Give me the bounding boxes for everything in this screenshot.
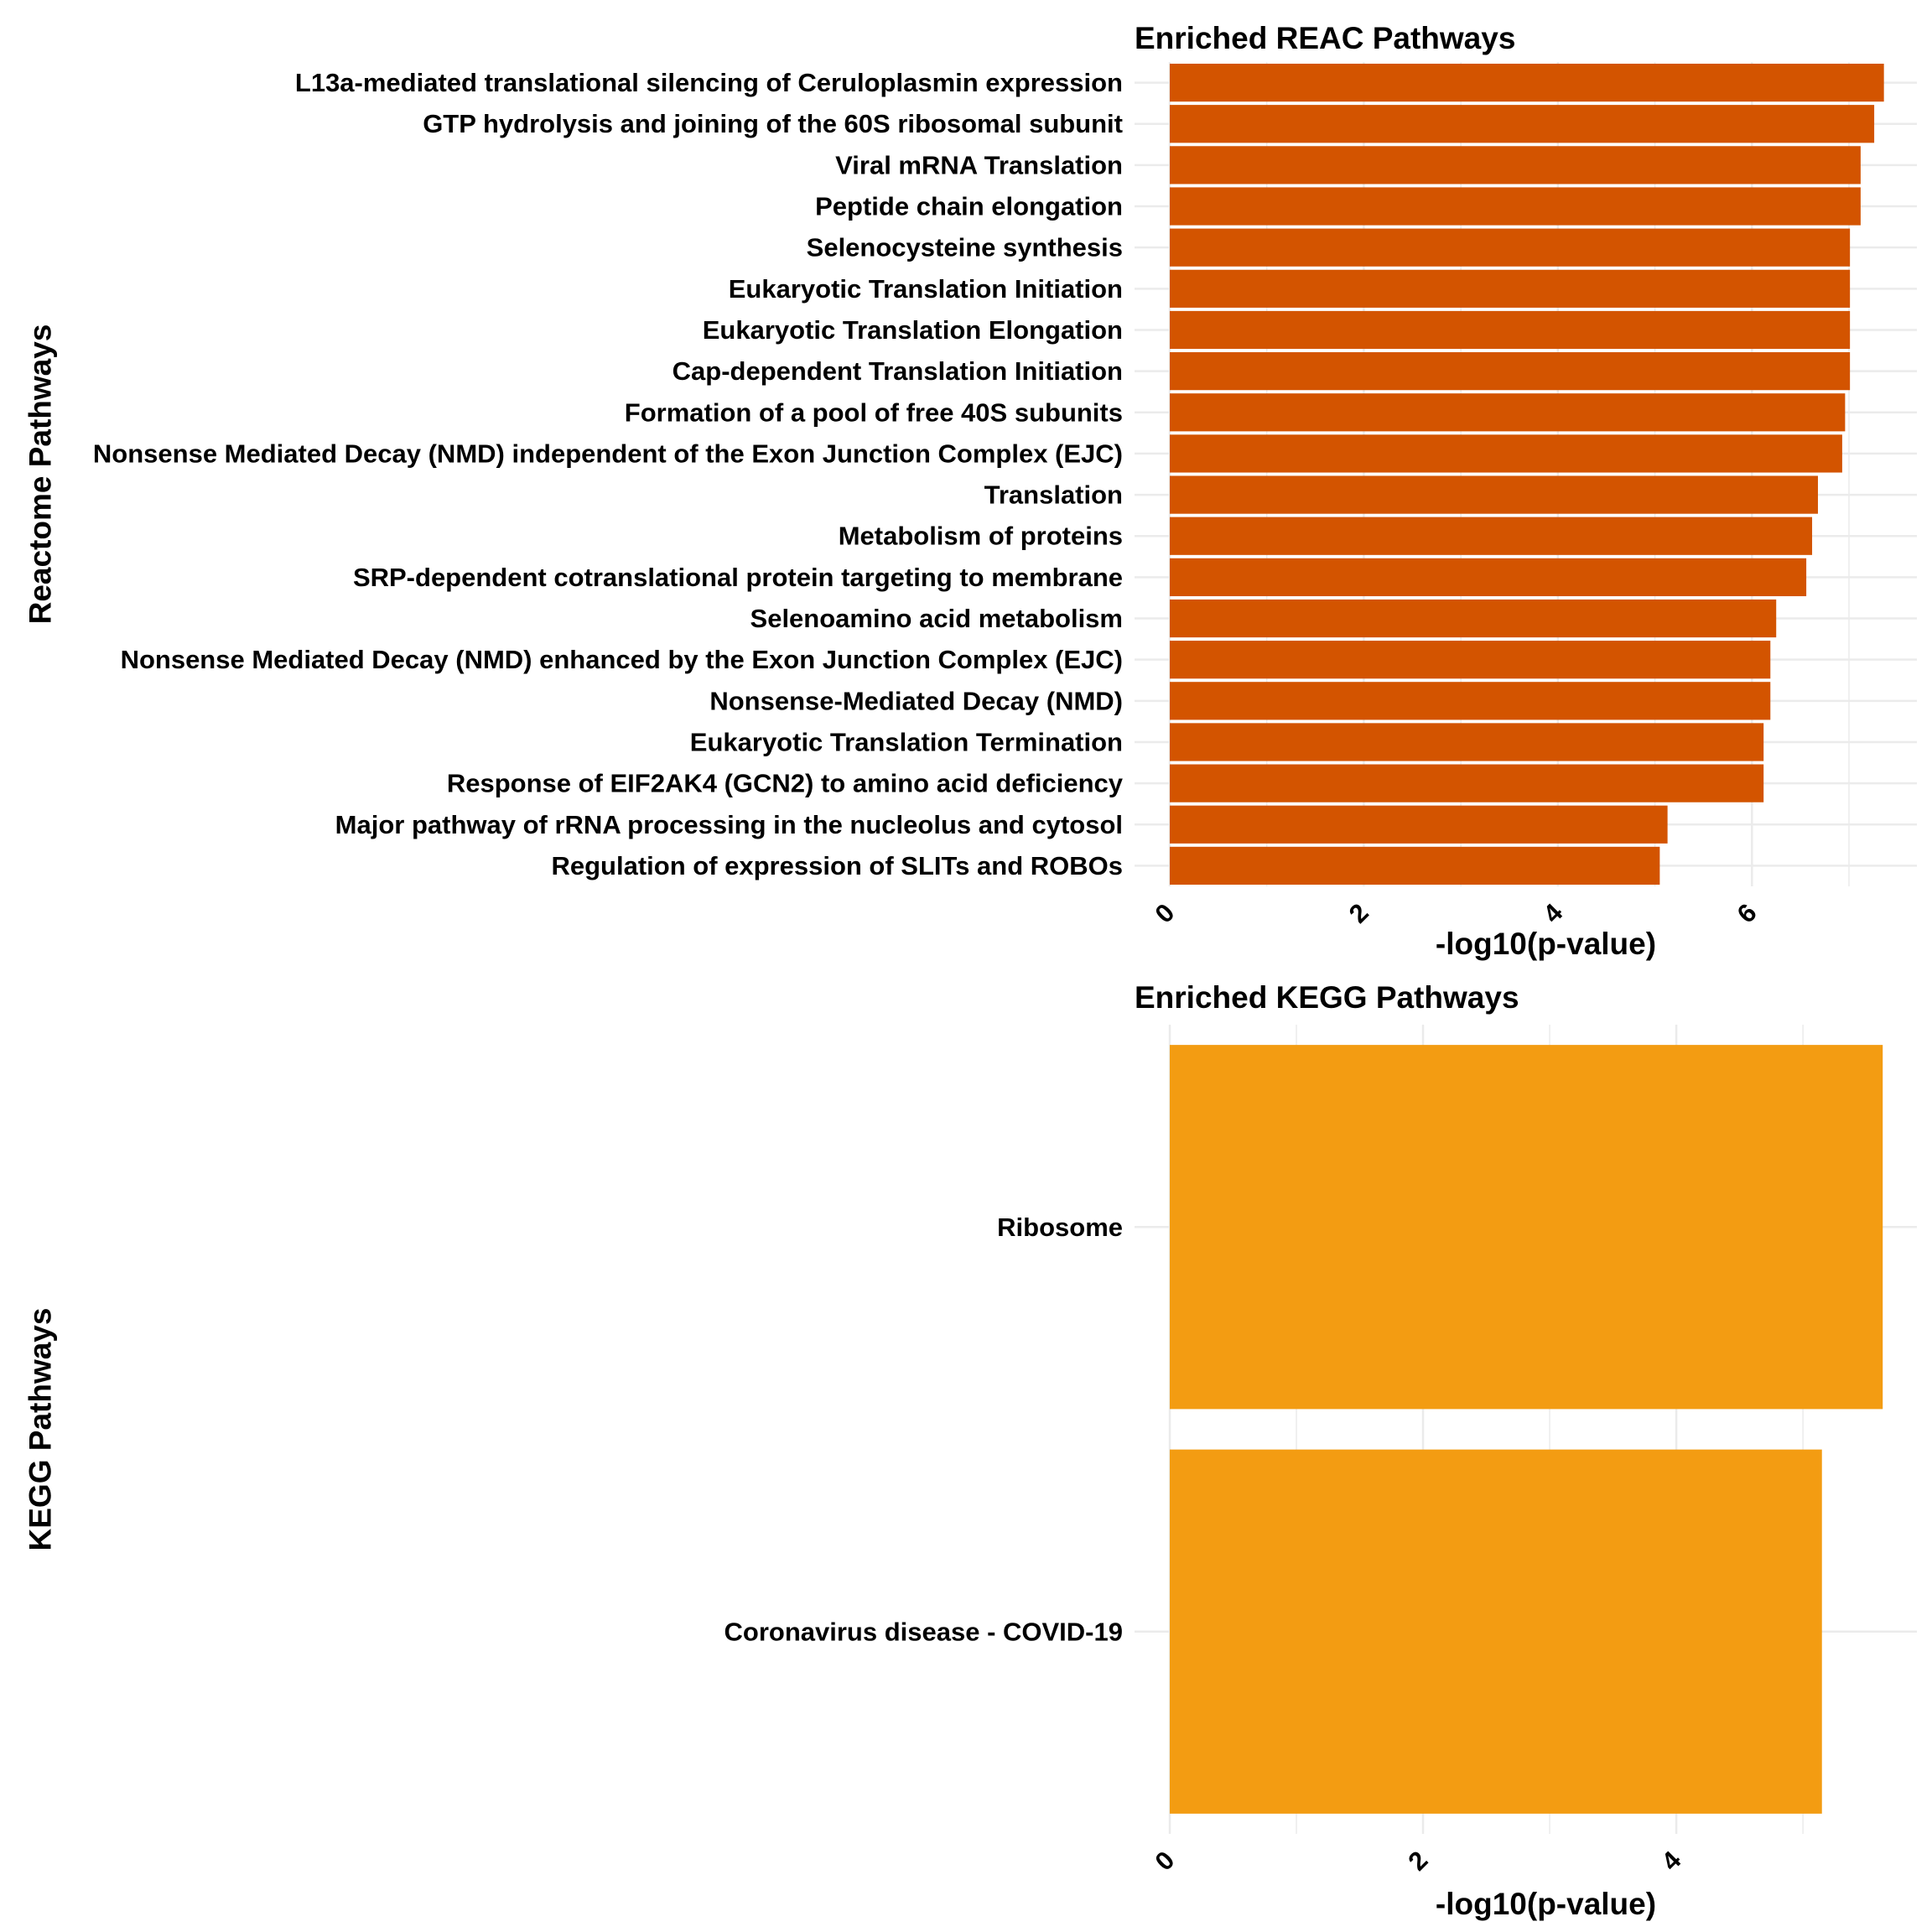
reac-bar (1170, 393, 1846, 432)
reac-category-label: Regulation of expression of SLITs and RO… (551, 851, 1123, 880)
reac-category-label: Viral mRNA Translation (835, 150, 1123, 179)
reac-bar (1170, 764, 1764, 802)
reac-category-label: L13a-mediated translational silencing of… (295, 68, 1123, 97)
reac-category-label: Response of EIF2AK4 (GCN2) to amino acid… (447, 769, 1124, 798)
kegg-bars (1170, 1045, 1883, 1814)
reac-category-labels: L13a-mediated translational silencing of… (93, 68, 1124, 880)
kegg-x-axis-title: -log10(p-value) (1436, 1887, 1656, 1921)
kegg-x-tick-labels: 0 2 4 (1149, 1845, 1687, 1876)
reac-category-label: Eukaryotic Translation Elongation (703, 315, 1123, 345)
reac-x-tick-label: 2 (1343, 898, 1374, 929)
reac-category-label: Nonsense Mediated Decay (NMD) independen… (93, 439, 1123, 468)
reac-category-label: Cap-dependent Translation Initiation (673, 356, 1123, 386)
kegg-x-tick-label: 0 (1149, 1846, 1180, 1877)
kegg-x-tick-label: 4 (1655, 1845, 1686, 1876)
reac-x-tick-labels: 0 2 4 6 (1149, 897, 1762, 928)
reac-bar (1170, 352, 1851, 391)
reactome-chart: L13a-mediated translational silencing of… (23, 21, 1917, 961)
kegg-chart-title: Enriched KEGG Pathways (1135, 980, 1519, 1015)
reac-bar (1170, 723, 1764, 761)
reac-bar (1170, 228, 1851, 267)
reac-bar (1170, 310, 1851, 350)
reac-category-label: Selenoamino acid metabolism (750, 604, 1123, 633)
reac-bar (1170, 187, 1861, 226)
reac-bar (1170, 599, 1777, 638)
reac-bar (1170, 63, 1884, 102)
reac-category-label: Eukaryotic Translation Initiation (729, 274, 1123, 304)
reac-y-axis-title: Reactome Pathways (23, 325, 58, 625)
reac-category-label: Nonsense Mediated Decay (NMD) enhanced b… (121, 645, 1123, 674)
reac-category-label: Translation (984, 480, 1123, 510)
reac-category-label: GTP hydrolysis and joining of the 60S ri… (423, 109, 1123, 138)
kegg-chart: Ribosome Coronavirus disease - COVID-19 0 2… (23, 980, 1917, 1921)
kegg-category-label: Ribosome (997, 1213, 1123, 1242)
reac-bar (1170, 475, 1818, 514)
reac-category-label: Major pathway of rRNA processing in the … (335, 810, 1123, 839)
reac-x-tick-label: 4 (1537, 897, 1568, 928)
reac-bar (1170, 269, 1851, 308)
kegg-x-tick-label: 2 (1402, 1846, 1433, 1877)
kegg-bar (1170, 1045, 1883, 1410)
kegg-category-label: Coronavirus disease - COVID-19 (724, 1617, 1124, 1646)
reac-bar (1170, 805, 1668, 844)
reac-bar (1170, 517, 1813, 555)
reac-bar (1170, 146, 1861, 184)
reac-x-axis-title: -log10(p-value) (1436, 927, 1656, 961)
kegg-bar (1170, 1449, 1822, 1814)
reac-category-label: SRP-dependent cotranslational protein ta… (353, 563, 1123, 592)
reac-category-label: Nonsense-Mediated Decay (NMD) (709, 686, 1123, 715)
reac-category-label: Peptide chain elongation (815, 192, 1123, 221)
reac-bar (1170, 682, 1771, 720)
reac-category-label: Eukaryotic Translation Termination (690, 727, 1123, 756)
reac-x-tick-label: 6 (1732, 898, 1763, 929)
reac-category-label: Metabolism of proteins (839, 522, 1123, 551)
reac-category-label: Formation of a pool of free 40S subunits (625, 397, 1123, 427)
kegg-category-labels: Ribosome Coronavirus disease - COVID-19 (724, 1213, 1124, 1647)
reac-bar (1170, 558, 1807, 596)
reac-x-tick-label: 0 (1149, 898, 1180, 929)
reac-bar (1170, 641, 1771, 679)
reac-bar (1170, 434, 1842, 473)
kegg-y-axis-title: KEGG Pathways (23, 1308, 58, 1551)
reac-bars (1170, 63, 1884, 886)
reac-category-label: Selenocysteine synthesis (807, 233, 1123, 262)
reac-bar (1170, 846, 1660, 886)
reac-bar (1170, 105, 1875, 143)
reac-chart-title: Enriched REAC Pathways (1135, 21, 1515, 55)
